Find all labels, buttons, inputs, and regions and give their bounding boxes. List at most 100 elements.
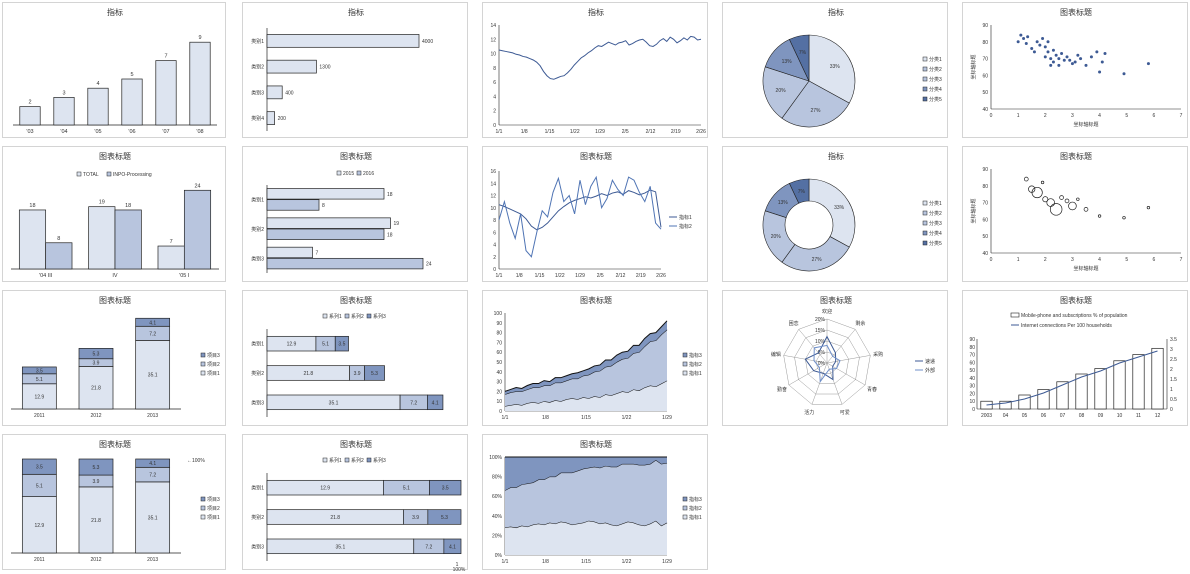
legend-item-label: 指标2 (689, 361, 702, 368)
x-tick-label: 2011 (34, 557, 45, 563)
y-tick-label: 80 (496, 331, 502, 337)
chart-svg-c4: 指标 33% 27% 20% 13% 7% 分类1 分类2 分类3 分类4 分类5 (762, 7, 942, 128)
x-tick-label: 2003 (981, 413, 992, 419)
area-series (505, 329, 667, 407)
x-tick-label: 5 (1125, 257, 1128, 263)
radar-axis-label: 采购 (873, 351, 883, 358)
y-tick-label: 0 (493, 123, 496, 129)
bar-segment (364, 365, 385, 381)
y2-tick-label: 3 (1170, 347, 1173, 353)
x-tick-label: '07 (162, 129, 169, 135)
radar-axis-label: 困恋 (789, 320, 799, 327)
legend-item-swatch (366, 457, 372, 463)
data-label: 35.1 (336, 544, 346, 550)
legend-item-swatch (366, 313, 372, 319)
y-tick-label: 类别3 (251, 399, 264, 406)
y-tick-label: 70 (982, 57, 988, 63)
bubble (1031, 186, 1043, 199)
x-tick-label: 0 (990, 113, 993, 119)
y2-tick-label: 3.5 (1170, 337, 1177, 343)
bar-segment (135, 458, 171, 468)
data-label: 3 (62, 90, 65, 96)
radar-ring (794, 329, 860, 395)
x-tick-label: 2012 (90, 557, 101, 563)
scatter-point (1057, 63, 1061, 67)
bar (1075, 373, 1088, 410)
bar (266, 228, 385, 240)
chart-panel-c1: 指标 2 '03 3 '04 4 '05 5 '06 7 '07 9 '08 (2, 2, 226, 138)
legend-item-swatch (922, 210, 928, 216)
data-label: 3.5 (36, 368, 43, 374)
y-tick-label: 8 (493, 218, 496, 224)
scatter-point (1016, 40, 1020, 44)
legend-item-label: 项目3 (207, 353, 220, 359)
bar (266, 85, 283, 100)
data-label: 12.9 (34, 523, 44, 529)
bar-segment (21, 366, 57, 375)
radar-ring (805, 340, 849, 384)
data-label: 12.9 (34, 394, 44, 400)
legend-item-swatch (200, 361, 206, 367)
y-tick-label: 4 (493, 243, 496, 249)
y-tick-label: 60 (496, 350, 502, 356)
chart-panel-c16: 图表标题 12.9 5.1 3.5 2011 21.8 3.9 5.3 2012 35.1 7.2 4… (2, 434, 226, 570)
x-tick-label: '04 (60, 129, 67, 135)
chart-panel-c18: 图表标题 0% 20% 40% 60% 80% 100% 1/1 1/8 1/15 1/22 1/29… (482, 434, 708, 570)
pie-slice (789, 178, 810, 204)
scatter-point (1068, 58, 1072, 62)
scatter-point (1024, 41, 1028, 45)
chart-svg-c6: 图表标题 TOTAL INPO-Processing 18 8 '04 III 19 18 IV… (11, 151, 219, 279)
x-tick-label: 1/22 (622, 415, 632, 421)
y-tick-label: 100% (489, 455, 502, 461)
y-tick-label: 70 (982, 201, 988, 207)
y-tick-label: 类别2 (251, 514, 264, 521)
bar (266, 34, 420, 48)
bar (1018, 394, 1031, 410)
legend-item-swatch (76, 171, 82, 177)
bar (157, 245, 185, 270)
legend-item-label: 分类1 (929, 200, 942, 207)
bubble (1122, 216, 1126, 220)
data-label: 21.8 (303, 371, 313, 377)
x-tick-label: 1/8 (542, 415, 549, 421)
data-label: 4 (96, 81, 99, 87)
scatter-point (1049, 63, 1053, 67)
data-label: 19 (99, 200, 105, 206)
data-label: 8 (322, 203, 325, 209)
y-tick-label: 10 (490, 52, 496, 58)
scatter-point (1095, 50, 1099, 54)
chart-svg-c16: 图表标题 12.9 5.1 3.5 2011 21.8 3.9 5.3 2012 35.1 7.2 4… (11, 439, 220, 563)
y-tick-label: 30 (969, 384, 975, 390)
data-label: 12.9 (287, 342, 297, 348)
y-tick-label: 100 (494, 311, 503, 317)
legend-label: Internet connections Per 100 households (1021, 323, 1112, 329)
bar-segment (78, 348, 114, 360)
scatter-point (1043, 45, 1047, 49)
chart-svg-c13: 图表标题 0 10 20 30 40 50 60 70 80 90 100 1/1 1/8 1/15 1/22… (494, 295, 702, 421)
data-label: 12.9 (320, 486, 330, 492)
x-tick-label: 2 (1044, 113, 1047, 119)
radar-axis-label: 剩余 (855, 320, 865, 327)
bar (1037, 389, 1050, 410)
y-tick-label: 8 (493, 66, 496, 72)
y-axis-title: 坐标轴标题 (970, 198, 977, 223)
x-tick-label: 2013 (147, 557, 158, 563)
legend-item-swatch (682, 505, 688, 511)
data-label: 24 (426, 262, 432, 268)
y-tick-label: 60 (969, 360, 975, 366)
y-tick-label: 90 (982, 23, 988, 29)
legend-item-swatch (922, 230, 928, 236)
y-tick-label: 类别1 (251, 485, 264, 492)
scatter-point (1076, 53, 1080, 57)
radar-tick-label: 15% (815, 328, 826, 334)
radar-spoke (798, 329, 828, 364)
radar-spoke (811, 362, 828, 405)
data-label: 9 (198, 35, 201, 41)
y-tick-label: 0% (495, 553, 503, 559)
x-tick-label: '08 (196, 129, 203, 135)
x-tick-label: 1/15 (581, 415, 591, 421)
legend-item-label: 分类3 (929, 220, 942, 227)
legend-item-label: 2016 (363, 171, 374, 177)
